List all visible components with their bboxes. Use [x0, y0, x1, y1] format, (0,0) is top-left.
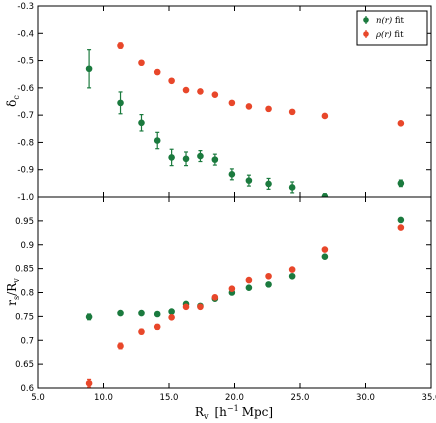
rho_fit-point: [182, 86, 190, 94]
n_fit-point: [288, 184, 296, 191]
rho_fit-point: [397, 120, 405, 127]
top-y-axis-label: δc: [5, 95, 21, 107]
rho_fit-legend-marker: [363, 31, 369, 37]
n_fit-point: [397, 180, 405, 187]
rho_fit-point: [182, 303, 190, 311]
y-tick-label: 0.75: [15, 312, 34, 322]
n_fit-point: [85, 65, 93, 73]
rho_fit-point: [168, 314, 175, 321]
n_fit-point: [397, 216, 405, 224]
x-tick-label: 10.0: [94, 393, 113, 403]
y-tick-label: 0.9: [20, 241, 34, 251]
x-tick-label: 20.0: [225, 393, 244, 403]
rho_fit-point: [85, 379, 93, 387]
y-tick-label: 0.6: [20, 384, 34, 394]
x-tick-label: 35.0: [422, 393, 436, 403]
rho_fit-point: [117, 342, 124, 350]
legend-box: [356, 10, 428, 46]
y-tick-label: 0.65: [15, 360, 34, 370]
n_fit-point: [168, 154, 175, 161]
rho_fit-point: [197, 88, 204, 95]
rho_fit-point: [265, 272, 272, 280]
n_fit-point: [153, 310, 161, 318]
rho_fit-point: [321, 246, 329, 253]
y-tick-label: -0.7: [17, 111, 34, 121]
rho_fit-legend-label: ρ(r) fit: [375, 29, 404, 40]
rho_fit-point: [397, 224, 405, 231]
rho_fit-point: [265, 105, 272, 113]
n_fit-point: [138, 119, 145, 127]
rho_fit-point: [138, 59, 145, 67]
rho_fit-point: [117, 42, 124, 49]
y-tick-label: -1.0: [17, 193, 34, 203]
n_fit-legend-label: n(r) fit: [376, 15, 405, 26]
rho_fit-point: [245, 103, 253, 110]
rho_fit-point: [168, 77, 175, 85]
rho_fit-point: [228, 285, 236, 292]
rho_fit-point: [228, 99, 236, 107]
y-tick-label: 0.85: [15, 265, 34, 275]
y-tick-label: 0.8: [20, 289, 34, 299]
n_fit-point: [321, 253, 329, 260]
y-tick-label: 0.95: [15, 217, 34, 227]
y-tick-label: -0.4: [17, 29, 34, 39]
n_fit-point: [85, 313, 93, 321]
n_fit-point: [245, 284, 253, 292]
rho_fit-point: [211, 293, 219, 301]
n_fit-legend-marker: [363, 17, 369, 23]
y-tick-label: -0.6: [17, 84, 34, 94]
x-axis-label: Rv [h−1 Mpc]: [195, 404, 273, 421]
rho_fit-point: [245, 276, 253, 284]
top-panel: -1.0 -0.9 -0.8 -0.7 -0.6 -0.5 -0.4 -0.3 δc n(r)…: [5, 2, 432, 203]
bottom-series: [85, 216, 405, 388]
y-tick-label: -0.8: [17, 138, 34, 148]
n_fit-point: [153, 137, 161, 144]
top-series: [85, 42, 405, 200]
x-tick-label: 15.0: [160, 393, 179, 403]
y-tick-label: -0.5: [17, 57, 34, 67]
rho_fit-point: [197, 303, 204, 311]
n_fit-point: [117, 309, 124, 317]
rho_fit-point: [138, 328, 145, 335]
bottom-panel: 0.6 0.65 0.7 0.75 0.8 0.85 0.9 0.95 5.0 10.0 15.0…: [5, 196, 436, 421]
n_fit-point: [211, 156, 219, 163]
n_fit-point: [288, 272, 296, 280]
rho_fit-point: [211, 91, 219, 98]
n_fit-point: [197, 152, 204, 160]
rho_fit-point: [288, 108, 296, 116]
rho_fit-point: [321, 112, 329, 120]
rho_fit-point: [288, 266, 296, 273]
n_fit-point: [228, 171, 236, 178]
legend: n(r) fit ρ(r) fit: [356, 10, 428, 46]
x-tick-label: 25.0: [291, 393, 310, 403]
n_fit-point: [245, 177, 253, 184]
n_fit-point: [182, 155, 190, 163]
rho_fit-point: [153, 68, 161, 76]
y-tick-label: -0.3: [17, 2, 34, 12]
bottom-y-ticks: 0.6 0.65 0.7 0.75 0.8 0.85 0.9 0.95: [15, 197, 432, 394]
n_fit-point: [117, 99, 124, 107]
n_fit-point: [138, 309, 145, 317]
x-tick-label: 5.0: [31, 393, 45, 403]
x-tick-label: 30.0: [356, 393, 375, 403]
n_fit-point: [265, 281, 272, 288]
rho_fit-point: [153, 323, 161, 331]
n_fit-point: [168, 308, 175, 315]
y-tick-label: -0.9: [17, 166, 34, 176]
bottom-x-ticks: 5.0 10.0 15.0 20.0 25.0 30.0 35.0: [31, 393, 436, 403]
n_fit-point: [265, 180, 272, 188]
bottom-y-axis-label: rs/Rv: [5, 278, 21, 306]
y-tick-label: 0.7: [20, 336, 34, 346]
